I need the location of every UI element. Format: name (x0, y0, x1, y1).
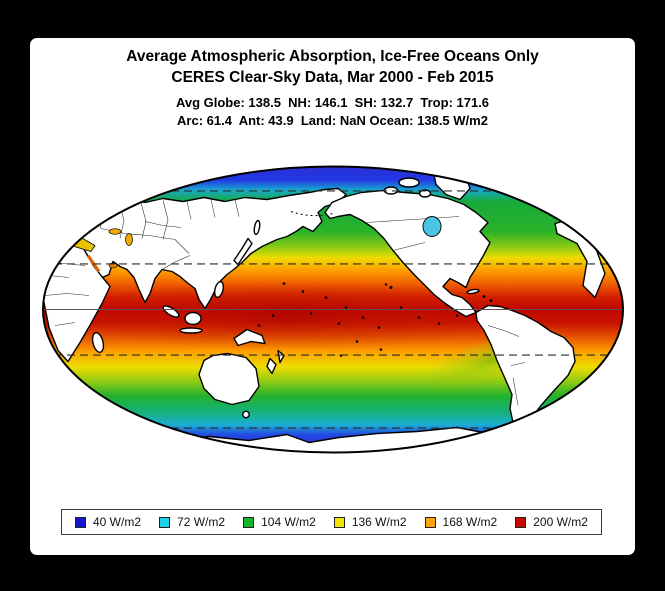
arctic-island-1 (398, 177, 420, 188)
map-outline (42, 165, 624, 454)
island-sakhalin (253, 219, 261, 236)
continent-north-america (324, 189, 491, 318)
figure-title: Average Atmospheric Absorption, Ice-Free… (126, 48, 539, 65)
warm-pool-overlay (61, 279, 517, 350)
legend-swatch (159, 516, 171, 528)
island-new-zealand-south (266, 357, 277, 375)
small-islands (257, 282, 493, 357)
country-borders (43, 196, 526, 406)
island-sumatra (162, 305, 180, 318)
caspian-sea (125, 233, 133, 246)
island-philippines (213, 280, 225, 299)
island-new-zealand-north (277, 349, 285, 364)
continent-australia (198, 352, 260, 406)
continent-antarctica (130, 426, 542, 453)
hudson-bay (422, 216, 442, 237)
continent-south-america (475, 304, 576, 431)
legend-item: 200 W/m2 (515, 515, 588, 529)
black-sea (108, 228, 122, 235)
aleutian-islands (290, 211, 334, 217)
legend-item: 168 W/m2 (424, 515, 498, 529)
legend-item: 72 W/m2 (159, 515, 225, 529)
legend-label: 40 W/m2 (93, 515, 142, 529)
legend-label: 72 W/m2 (177, 515, 226, 529)
legend-swatch (333, 516, 345, 528)
mollweide-map-svg (42, 165, 624, 454)
stats-block: Avg Globe: 138.5 NH: 146.1 SH: 132.7 Tro… (30, 88, 635, 130)
figure-panel: Average Atmospheric Absorption, Ice-Free… (30, 38, 635, 555)
world-map (41, 165, 625, 454)
island-britain (564, 204, 574, 215)
legend-swatch (243, 516, 255, 528)
legend-swatch (515, 516, 527, 528)
figure-header: Average Atmospheric Absorption, Ice-Free… (30, 38, 635, 130)
island-tasmania (242, 410, 250, 419)
legend-swatch (75, 516, 86, 528)
legend-item: 104 W/m2 (243, 515, 316, 529)
legend-item: 136 W/m2 (333, 515, 407, 529)
island-madagascar (91, 332, 105, 353)
legend-item: 40 W/m2 (75, 515, 141, 529)
island-borneo (184, 311, 202, 326)
legend-label: 200 W/m2 (533, 515, 588, 529)
arctic-island-3 (418, 189, 432, 198)
legend-box: 40 W/m2 72 W/m2 104 W/m2 136 W/m2 168 W/… (61, 509, 602, 535)
island-java (179, 327, 203, 334)
legend-swatch (424, 516, 436, 528)
island-cuba (466, 288, 480, 295)
figure-subtitle: CERES Clear-Sky Data, Mar 2000 - Feb 201… (171, 69, 494, 86)
island-iceland (536, 192, 546, 199)
legend-label: 168 W/m2 (442, 515, 498, 529)
island-new-guinea (233, 328, 266, 347)
stats-line-1: Avg Globe: 138.5 NH: 146.1 SH: 132.7 Tro… (175, 95, 490, 110)
legend-label: 104 W/m2 (261, 515, 316, 529)
legend-label: 136 W/m2 (351, 515, 407, 529)
stats-line-2: Arc: 61.4 Ant: 43.9 Land: NaN Ocean: 138… (177, 113, 488, 128)
